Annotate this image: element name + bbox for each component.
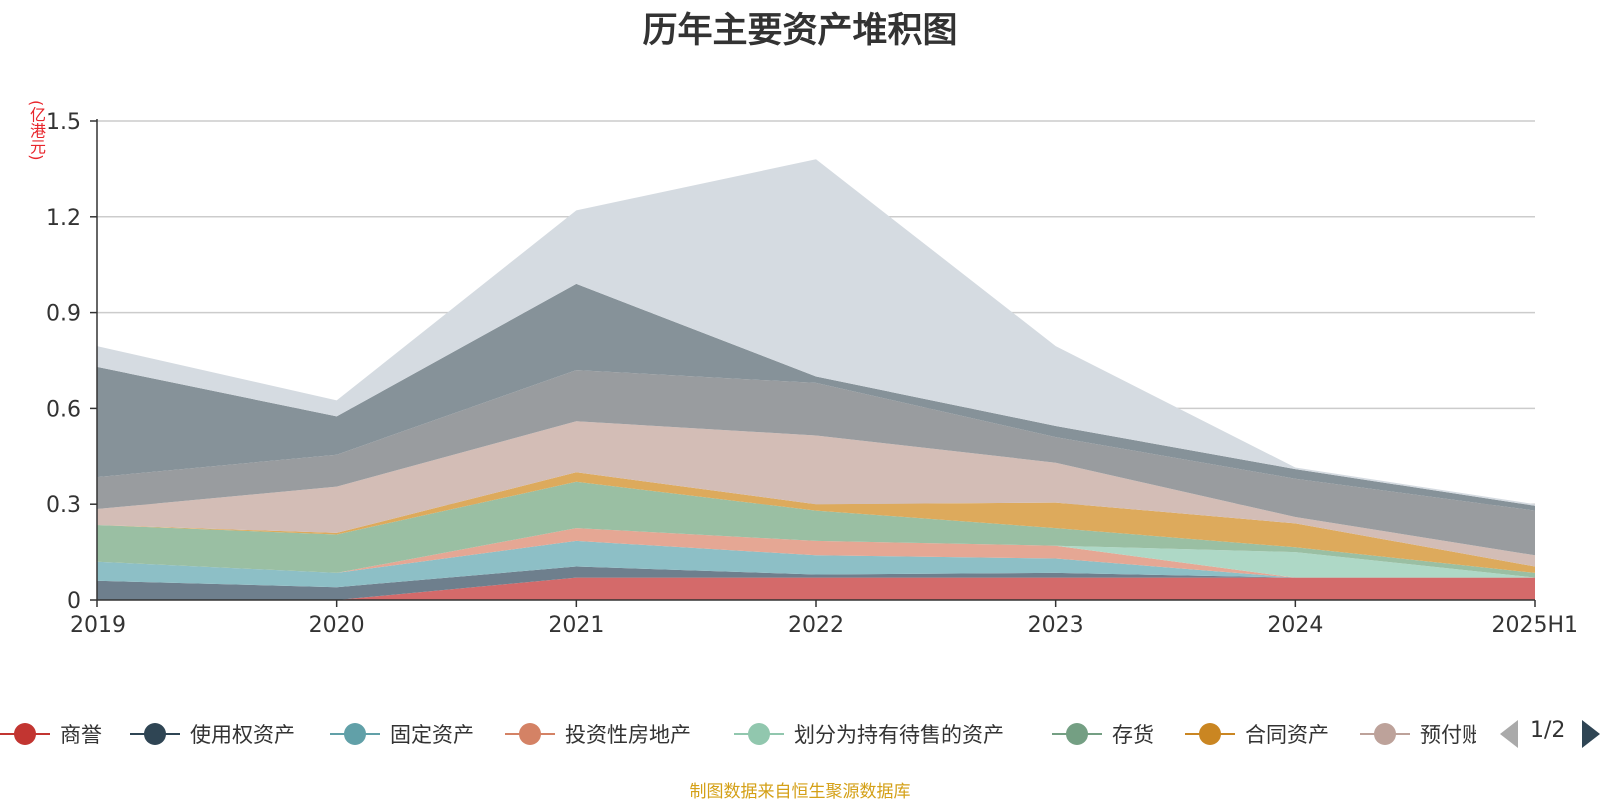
legend-label: 固定资产 (390, 723, 474, 747)
legend-marker-icon (130, 716, 180, 752)
legend-marker-icon (0, 716, 50, 752)
area-series-8 (97, 370, 1535, 556)
legend-label: 商誉 (60, 723, 102, 747)
legend-marker-icon (330, 716, 380, 752)
legend-label: 预付账款 (1420, 723, 1476, 747)
stacked-areas (97, 159, 1535, 600)
area-series-1 (97, 566, 1535, 600)
area-series-7 (97, 421, 1535, 567)
chart-title: 历年主要资产堆积图 (642, 11, 958, 51)
y-axis-unit-label: (亿港元) (27, 100, 46, 161)
legend-marker-icon (734, 716, 784, 752)
x-tick-label: 2019 (70, 613, 126, 638)
legend-next-page-icon[interactable] (1582, 720, 1600, 748)
legend: 商誉 使用权资产 固定资产 投资性房地产 划分为持有待售的资产 存货 合同资产 预付账款 (0, 716, 1600, 752)
legend-item[interactable]: 存货 (1052, 716, 1154, 752)
chart-plot: 0 0.3 0.6 0.9 1.2 1.5 2019 2020 2021 2022 2023 2024… (46, 110, 1578, 638)
legend-items: 商誉 使用权资产 固定资产 投资性房地产 划分为持有待售的资产 存货 合同资产 预付账款 (0, 716, 1476, 752)
legend-marker-icon (505, 716, 555, 752)
area-series-3 (97, 528, 1535, 578)
axes: 0 0.3 0.6 0.9 1.2 1.5 2019 2020 2021 2022 2023 2024… (46, 110, 1578, 638)
legend-page-indicator: 1/2 (1530, 718, 1566, 743)
x-tick-label: 2023 (1028, 613, 1084, 638)
legend-item[interactable]: 商誉 (0, 716, 102, 752)
x-tick-label: 2022 (788, 613, 844, 638)
area-series-9 (97, 283, 1535, 511)
y-tick-label: 1.5 (46, 110, 81, 135)
legend-item[interactable]: 固定资产 (330, 716, 474, 752)
x-tick-label: 2025H1 (1491, 613, 1578, 638)
legend-prev-page-icon[interactable] (1500, 720, 1518, 748)
x-tick-label: 2021 (548, 613, 604, 638)
legend-item[interactable]: 预付账款 (1360, 716, 1476, 752)
source-note: 制图数据来自恒生聚源数据库 (689, 782, 911, 802)
area-series-5 (97, 481, 1535, 578)
y-tick-label: 1.2 (46, 206, 81, 231)
legend-marker-icon (1052, 716, 1102, 752)
y-tick-label: 0 (67, 589, 81, 614)
legend-label: 投资性房地产 (565, 723, 691, 747)
legend-item[interactable]: 投资性房地产 (505, 716, 691, 752)
legend-item[interactable]: 划分为持有待售的资产 (734, 716, 1004, 752)
legend-marker-icon (1185, 716, 1235, 752)
legend-label: 使用权资产 (190, 723, 295, 747)
legend-label: 存货 (1112, 723, 1154, 747)
legend-marker-icon (1360, 716, 1410, 752)
x-tick-label: 2020 (309, 613, 365, 638)
area-series-0 (97, 577, 1535, 600)
y-tick-label: 0.3 (46, 493, 81, 518)
area-series-2 (97, 540, 1535, 588)
area-series-10 (97, 159, 1535, 506)
legend-item[interactable]: 合同资产 (1185, 716, 1329, 752)
area-series-4 (97, 528, 1535, 578)
y-tick-label: 0.9 (46, 302, 81, 327)
y-tick-label: 0.6 (46, 397, 81, 422)
legend-label: 合同资产 (1245, 723, 1329, 747)
area-series-6 (97, 472, 1535, 573)
legend-label: 划分为持有待售的资产 (794, 723, 1004, 747)
x-tick-label: 2024 (1267, 613, 1323, 638)
legend-item[interactable]: 使用权资产 (130, 716, 295, 752)
